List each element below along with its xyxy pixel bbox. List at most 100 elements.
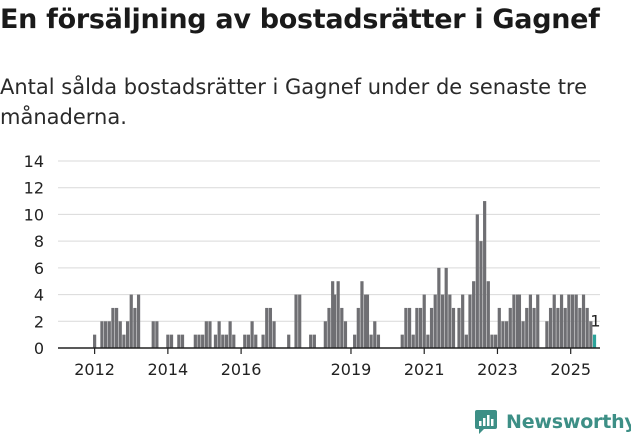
- bar: [581, 294, 586, 348]
- bar: [122, 334, 126, 348]
- bar-chart: 0 2 4 6 8 10 12 14 1 2012 2014 2016 2019 2021 2023 2025: [24, 152, 601, 379]
- bar: [340, 307, 344, 348]
- bar: [479, 241, 483, 348]
- y-tick-label: 2: [34, 312, 44, 331]
- newsworthy-brand[interactable]: Newsworthy: [474, 406, 631, 438]
- bar: [486, 281, 490, 348]
- brand-name: Newsworthy: [506, 411, 631, 433]
- bar: [418, 307, 423, 348]
- bar: [440, 294, 445, 348]
- bar: [294, 294, 298, 348]
- y-tick-label: 14: [24, 152, 44, 171]
- bar: [100, 321, 104, 348]
- bar: [574, 294, 578, 348]
- bar: [268, 307, 273, 348]
- bar: [309, 334, 313, 348]
- bar: [204, 321, 208, 348]
- bar: [93, 334, 97, 348]
- bar: [221, 334, 225, 348]
- bar: [508, 307, 512, 348]
- bar: [111, 307, 115, 348]
- bar: [472, 281, 476, 348]
- bar: [177, 334, 181, 348]
- bar: [490, 334, 494, 348]
- bar: [114, 307, 119, 348]
- bar: [261, 334, 265, 348]
- bar: [552, 294, 556, 348]
- bar: [525, 307, 529, 348]
- bar: [516, 294, 520, 348]
- bar: [400, 334, 404, 348]
- bar: [559, 294, 564, 348]
- bar: [437, 267, 441, 348]
- x-tick-label: 2014: [148, 360, 189, 379]
- bar: [563, 307, 567, 348]
- bar: [451, 307, 456, 348]
- bar: [155, 321, 159, 348]
- bar: [407, 307, 412, 348]
- bar: [356, 307, 360, 348]
- x-tick-label: 2016: [221, 360, 262, 379]
- newsworthy-logo-icon: [475, 410, 497, 434]
- bar: [468, 294, 472, 348]
- bar: [343, 321, 348, 348]
- bar: [464, 334, 468, 348]
- y-tick-label: 10: [24, 205, 44, 224]
- bar: [254, 334, 258, 348]
- bar: [336, 281, 340, 348]
- bar: [213, 334, 218, 348]
- bar: [250, 321, 254, 348]
- bar: [197, 334, 201, 348]
- bar: [461, 294, 465, 348]
- bar: [246, 334, 251, 348]
- bar: [125, 321, 130, 348]
- bar: [505, 321, 509, 348]
- bar: [287, 334, 291, 348]
- bar: [201, 334, 205, 348]
- bar: [224, 334, 229, 348]
- bar: [104, 321, 108, 348]
- bar: [208, 321, 212, 348]
- bar: [404, 307, 408, 348]
- x-tick-label: 2019: [331, 360, 372, 379]
- bar: [331, 281, 335, 348]
- bar: [376, 334, 381, 348]
- bar: [545, 321, 549, 348]
- bar: [353, 334, 357, 348]
- bar: [180, 334, 185, 348]
- bar: [136, 294, 141, 348]
- bar: [426, 334, 430, 348]
- x-tick-label: 2025: [550, 360, 591, 379]
- bar: [592, 334, 597, 348]
- bar: [365, 294, 370, 348]
- y-tick-label: 0: [34, 339, 44, 358]
- bar: [521, 321, 525, 348]
- bar: [444, 267, 448, 348]
- bar: [475, 214, 479, 348]
- bar: [570, 294, 575, 348]
- bar: [457, 307, 461, 348]
- bar: [312, 334, 316, 348]
- bar: [429, 307, 434, 348]
- bar: [193, 334, 197, 348]
- chart-subtitle: Antal sålda bostadsrätter i Gagnef under…: [0, 75, 588, 129]
- bar: [217, 321, 221, 348]
- bar: [483, 201, 487, 348]
- bar: [422, 294, 426, 348]
- last-value-label: 1: [590, 312, 600, 331]
- bar: [228, 321, 232, 348]
- bar: [517, 294, 522, 348]
- bar: [589, 321, 593, 348]
- bar: [556, 307, 560, 348]
- bar: [107, 321, 111, 348]
- bar: [585, 307, 589, 348]
- bar: [364, 294, 368, 348]
- bar: [232, 334, 236, 348]
- bar: [243, 334, 247, 348]
- bar: [327, 307, 331, 348]
- bar: [129, 294, 133, 348]
- bar: [512, 294, 516, 348]
- bar: [272, 321, 276, 348]
- y-tick-label: 12: [24, 179, 44, 198]
- bar: [323, 321, 327, 348]
